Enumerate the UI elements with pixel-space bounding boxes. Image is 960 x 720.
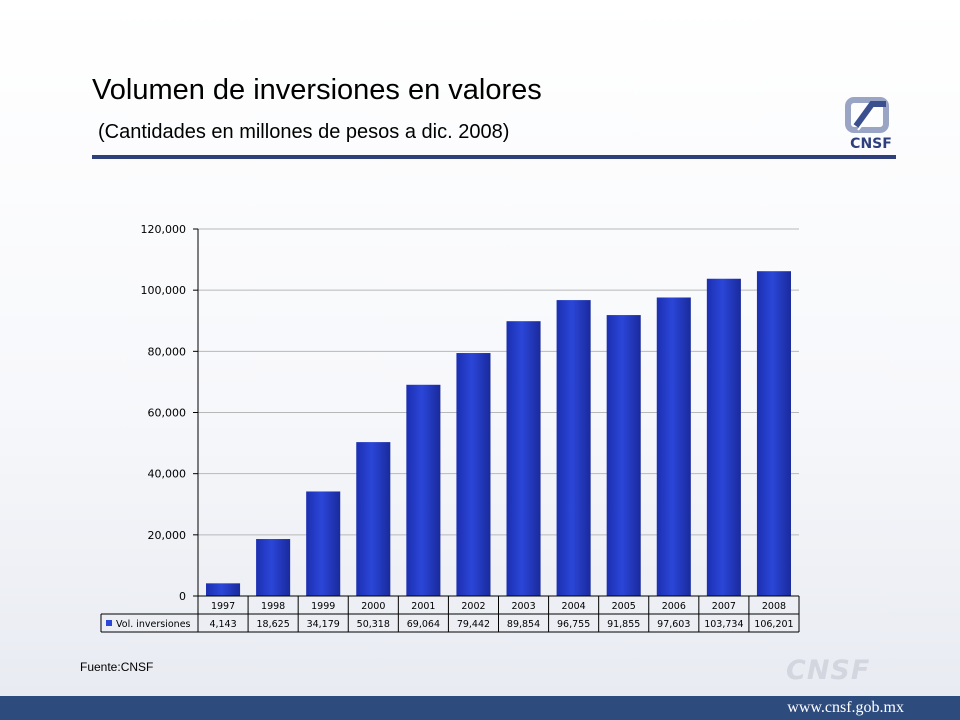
bar-2005 [606, 315, 641, 596]
bar-1998 [256, 539, 291, 596]
cnsf-logo: CNSF [845, 97, 892, 152]
data-value-label: 96,755 [557, 619, 590, 630]
data-value-label: 91,855 [607, 619, 640, 630]
x-category-label: 1997 [211, 601, 235, 612]
data-value-label: 18,625 [257, 619, 290, 630]
x-category-label: 2003 [511, 601, 535, 612]
y-tick-label: 20,000 [148, 529, 187, 542]
x-category-label: 2005 [612, 601, 636, 612]
x-category-label: 2008 [762, 601, 786, 612]
bar-1999 [306, 491, 341, 596]
footer-url: www.cnsf.gob.mx [787, 699, 904, 716]
x-category-label: 2007 [712, 601, 736, 612]
data-value-label: 97,603 [657, 619, 690, 630]
slide-title: Volumen de inversiones en valores [92, 74, 542, 106]
x-category-label: 2002 [461, 601, 485, 612]
data-table: 1997 4,143 1998 18,625 1999 34,179 2000 50,318 2… [100, 595, 800, 633]
bar-2008 [756, 271, 791, 596]
x-category-label: 1998 [261, 601, 285, 612]
bar-1997 [206, 583, 241, 596]
data-value-label: 69,064 [407, 619, 440, 630]
x-category-label: 2001 [411, 601, 435, 612]
bar-2002 [456, 353, 491, 596]
data-value-label: 106,201 [754, 619, 793, 630]
data-value-label: 89,854 [507, 619, 540, 630]
x-category-label: 1999 [311, 601, 335, 612]
logo-text: CNSF [850, 136, 892, 152]
y-tick-label: 40,000 [148, 468, 187, 481]
y-axis: 0 20,000 40,000 60,000 80,000 100,000 120,000 [141, 223, 199, 603]
data-value-label: 34,179 [307, 619, 340, 630]
y-tick-label: 120,000 [141, 223, 187, 236]
footer-bar [0, 696, 960, 720]
x-category-label: 2004 [562, 601, 586, 612]
data-value-label: 50,318 [357, 619, 390, 630]
data-value-label: 103,734 [704, 619, 743, 630]
data-value-label: 4,143 [209, 619, 236, 630]
y-tick-label: 80,000 [148, 345, 187, 358]
bar-2006 [656, 297, 691, 596]
bar-2001 [406, 384, 441, 596]
source-note: Fuente:CNSF [80, 660, 154, 674]
x-category-label: 2006 [662, 601, 686, 612]
x-category-label: 2000 [361, 601, 385, 612]
bar-2003 [506, 321, 541, 596]
cnsf-watermark: CNSF [786, 655, 871, 686]
y-tick-label: 100,000 [141, 284, 187, 297]
title-divider [92, 155, 896, 159]
slide-subtitle: (Cantidades en millones de pesos a dic. … [98, 121, 510, 143]
legend-label: Vol. inversiones [116, 619, 191, 630]
y-tick-label: 0 [179, 590, 186, 603]
bar-2000 [356, 442, 391, 596]
bar-2004 [556, 300, 591, 596]
legend-swatch [106, 620, 112, 626]
data-value-label: 79,442 [457, 619, 490, 630]
gridlines [198, 228, 799, 536]
bars [206, 271, 791, 596]
bar-2007 [706, 278, 741, 596]
y-tick-label: 60,000 [148, 407, 187, 420]
